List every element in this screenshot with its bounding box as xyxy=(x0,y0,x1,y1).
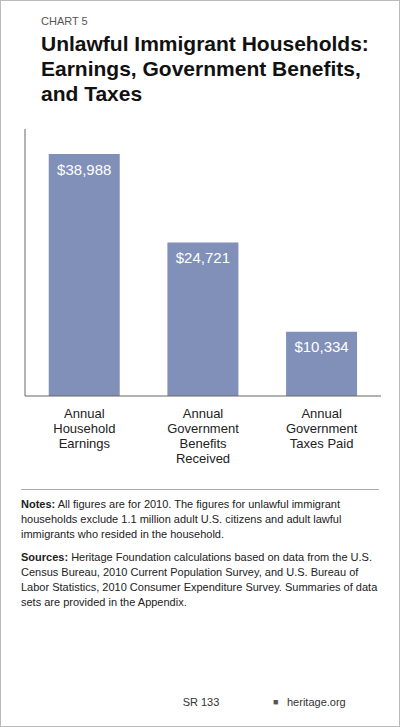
svg-text:AnnualHouseholdEarnings: AnnualHouseholdEarnings xyxy=(53,406,115,451)
html-text:Sources: Heritage Foundation c: Sources: Heritage Foundation calculation… xyxy=(21,551,378,608)
html-text:CHART 5: CHART 5 xyxy=(41,15,88,27)
html-text:Unlawful Immigrant Households:: Unlawful Immigrant Households: xyxy=(41,32,369,55)
html-text:Notes: All figures are for 201: Notes: All figures are for 2010. The fig… xyxy=(21,498,342,540)
html-text:SR 133: SR 133 xyxy=(182,696,220,708)
svg-text:$38,988: $38,988 xyxy=(57,161,111,178)
svg-text:$24,721: $24,721 xyxy=(176,249,230,266)
html-text:and Taxes: and Taxes xyxy=(41,82,143,105)
svg-text:$10,334: $10,334 xyxy=(294,338,348,355)
svg-text:AnnualGovernmentBenefitsReceiv: AnnualGovernmentBenefitsReceived xyxy=(167,406,239,466)
svg-text:AnnualGovernmentTaxes Paid: AnnualGovernmentTaxes Paid xyxy=(286,406,358,451)
html-text:Earnings, Government Benefits,: Earnings, Government Benefits, xyxy=(41,57,361,80)
html-text:heritage.org: heritage.org xyxy=(287,696,346,708)
